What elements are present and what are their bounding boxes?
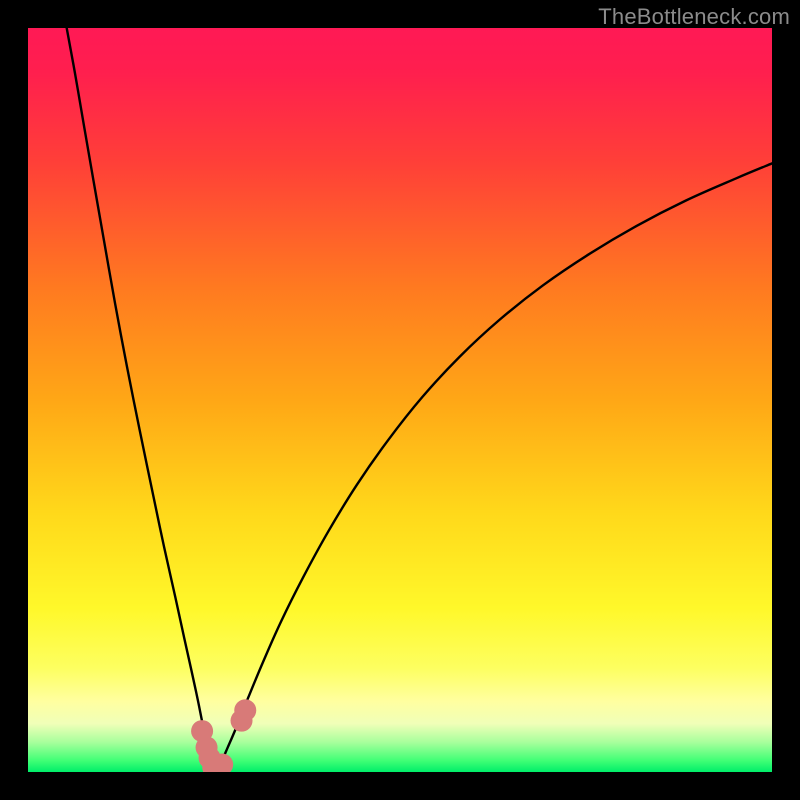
chart-frame: TheBottleneck.com: [0, 0, 800, 800]
curves-layer: [28, 28, 772, 772]
curve-left: [67, 28, 215, 771]
marker-point: [234, 699, 256, 721]
plot-area: [28, 28, 772, 772]
curve-right: [215, 163, 772, 771]
watermark-text: TheBottleneck.com: [598, 4, 790, 30]
